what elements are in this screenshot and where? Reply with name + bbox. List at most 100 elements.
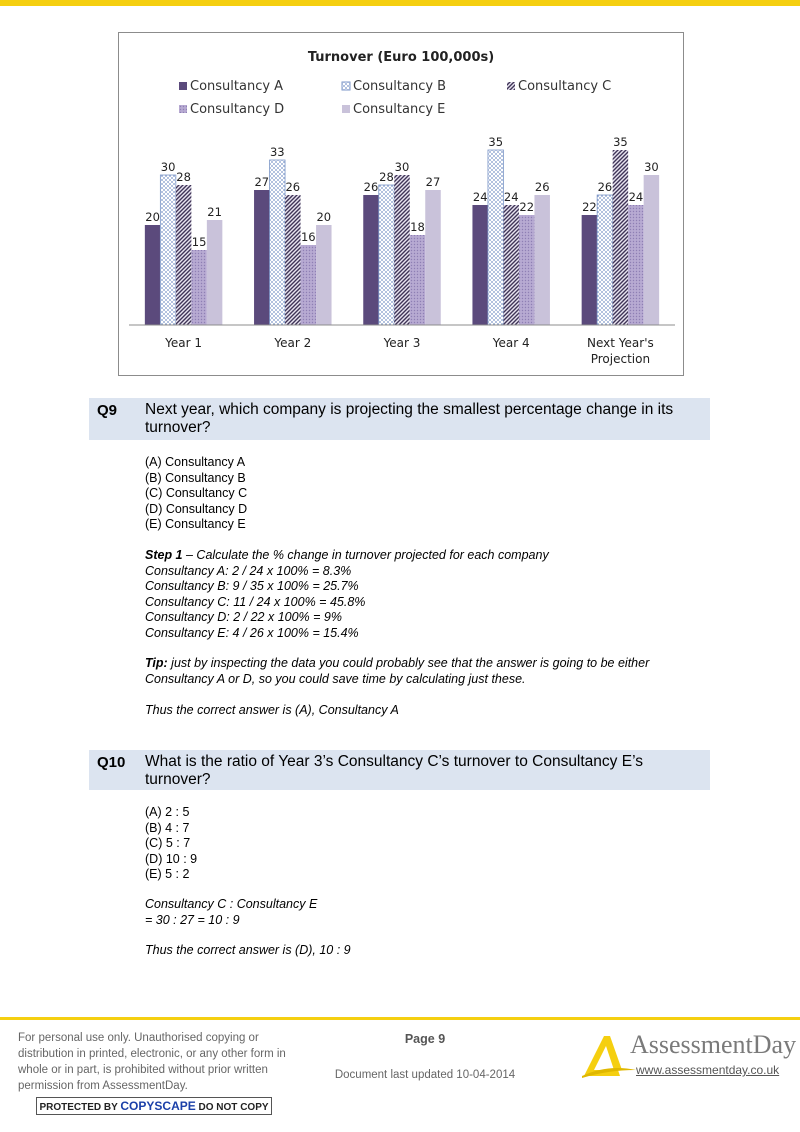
category-label-1: Year 1	[164, 336, 202, 350]
bar-2-2	[269, 159, 286, 326]
bar-4-4	[518, 215, 535, 325]
legend-swatch-3	[507, 82, 515, 90]
q9-calc-e: Consultancy E: 4 / 26 x 100% = 15.4%	[145, 625, 359, 640]
q9-option-d: (D) Consultancy D	[145, 501, 248, 516]
category-label-3: Year 3	[383, 336, 421, 350]
brand-name: AssessmentDay	[630, 1030, 797, 1059]
q9-number: Q9	[97, 402, 118, 419]
q9-option-c: (C) Consultancy C	[145, 486, 248, 500]
legend-swatch-2	[341, 81, 351, 91]
last-updated: Document last updated 10-04-2014	[334, 1069, 516, 1081]
data-label-5-1: 21	[207, 205, 222, 219]
chart-svg: Turnover (Euro 100,000s) Consultancy A Co…	[129, 50, 675, 366]
data-label-2-3: 28	[379, 170, 394, 184]
bar-5-3	[425, 190, 441, 325]
bar-3-5	[612, 150, 629, 325]
data-label-5-4: 26	[535, 180, 550, 194]
data-label-4-3: 18	[410, 220, 425, 234]
data-label-2-2: 33	[270, 145, 285, 159]
data-label-3-4: 24	[504, 190, 519, 204]
data-label-1-1: 20	[145, 210, 160, 224]
data-label-4-1: 15	[192, 235, 207, 249]
q9-tip-line1: just by inspecting the data you could pr…	[167, 656, 650, 670]
chart-title: Turnover (Euro 100,000s)	[308, 50, 494, 65]
q10-option-b: (B) 4 : 7	[145, 820, 190, 835]
bar-2-1	[159, 174, 177, 326]
q9-calc-a: Consultancy A: 2 / 24 x 100% = 8.3%	[145, 563, 352, 578]
copyscape-pre: PROTECTED BY	[39, 1102, 121, 1113]
q9-tip-label: Tip:	[145, 656, 168, 670]
bar-4-3	[409, 235, 426, 325]
q9-option-e: (E) Consultancy E	[145, 517, 246, 531]
bar-1-1	[144, 225, 161, 325]
q9-calc-d: Consultancy D: 2 / 22 x 100% = 9%	[145, 610, 342, 624]
bar-5-5	[643, 175, 660, 325]
q9-header: Q9 Next year, which company is projectin…	[89, 398, 710, 440]
assessmentday-logo-icon	[582, 1036, 636, 1078]
bar-2-3	[378, 184, 395, 326]
q9-step: Step 1 – Calculate the % change in turno…	[145, 548, 549, 564]
data-label-2-5: 26	[598, 180, 613, 194]
bar-4-1	[191, 250, 207, 325]
legend-swatch-5	[342, 105, 350, 113]
q10-header: Q10 What is the ratio of Year 3’s Consul…	[89, 750, 710, 790]
data-label-1-5: 22	[582, 200, 597, 214]
data-label-2-1: 30	[161, 160, 176, 174]
q10-number: Q10	[97, 754, 126, 771]
bar-2-4	[487, 149, 504, 326]
q10-working: Consultancy C : Consultancy E = 30 : 27 …	[145, 897, 317, 928]
legend-label-1: Consultancy A	[190, 79, 283, 94]
top-accent-bar	[0, 0, 800, 6]
legend-label-3: Consultancy C	[518, 79, 611, 94]
q9-answer-text: Thus the correct answer is (A), Consulta…	[145, 703, 399, 717]
q9-tip-line2: Consultancy A or D, so you could save ti…	[145, 671, 526, 686]
q10-option-d: (D) 10 : 9	[145, 851, 198, 866]
q10-work-line1: Consultancy C : Consultancy E	[145, 897, 318, 911]
q9-calc-c: Consultancy C: 11 / 24 x 100% = 45.8%	[145, 594, 366, 609]
q10-option-e: (E) 5 : 2	[145, 867, 190, 881]
q9-step-label: Step 1	[145, 548, 183, 562]
turnover-chart: Turnover (Euro 100,000s) Consultancy A Co…	[118, 32, 684, 376]
data-label-3-1: 28	[176, 170, 191, 184]
q10-work-line2: = 30 : 27 = 10 : 9	[145, 912, 240, 927]
bar-4-2	[300, 245, 317, 325]
bar-2-5	[596, 194, 614, 326]
data-label-3-3: 30	[395, 160, 410, 174]
data-label-3-2: 26	[285, 180, 300, 194]
data-label-4-2: 16	[301, 230, 316, 244]
category-label-2: Year 2	[273, 336, 311, 350]
q9-answer: Thus the correct answer is (A), Consulta…	[145, 703, 399, 719]
bar-5-4	[534, 195, 550, 325]
q9-calc-b: Consultancy B: 9 / 35 x 100% = 25.7%	[145, 579, 359, 593]
q10-answer: Thus the correct answer is (D), 10 : 9	[145, 943, 351, 959]
brand-url-link[interactable]: www.assessmentday.co.uk	[636, 1063, 780, 1077]
q9-tip: Tip: just by inspecting the data you cou…	[145, 656, 649, 687]
bar-3-1	[175, 185, 192, 325]
q9-solution: Step 1 – Calculate the % change in turno…	[145, 548, 549, 641]
bar-1-5	[581, 215, 598, 325]
legend-swatch-4	[179, 105, 187, 113]
q9-question: Next year, which company is projecting t…	[145, 401, 674, 436]
bar-5-2	[316, 225, 332, 325]
q9-option-b: (B) Consultancy B	[145, 470, 246, 485]
data-label-1-3: 26	[364, 180, 379, 194]
copyscape-post: DO NOT COPY	[195, 1102, 269, 1113]
footer-disclaimer: For personal use only. Unauthorised copy…	[18, 1032, 286, 1092]
q10-option-c: (C) 5 : 7	[145, 836, 191, 850]
q10-option-a: (A) 2 : 5	[145, 805, 190, 819]
q9-step-text: – Calculate the % change in turnover pro…	[182, 548, 549, 562]
bar-3-3	[394, 175, 410, 325]
data-label-4-5: 24	[629, 190, 644, 204]
data-label-3-5: 35	[613, 135, 628, 149]
data-label-1-4: 24	[473, 190, 488, 204]
q9-option-a: (A) Consultancy A	[145, 455, 246, 469]
category-label-5-line1: Next Year's	[587, 336, 654, 350]
bar-1-4	[472, 205, 488, 325]
bar-5-1	[206, 220, 223, 325]
legend-swatch-1	[179, 82, 187, 90]
bar-1-3	[363, 195, 379, 325]
category-label-5-line2: Projection	[591, 352, 650, 366]
copyscape-badge[interactable]: PROTECTED BY COPYSCAPE DO NOT COPY	[36, 1097, 272, 1115]
data-label-1-2: 27	[254, 175, 269, 189]
data-label-5-5: 30	[644, 160, 659, 174]
